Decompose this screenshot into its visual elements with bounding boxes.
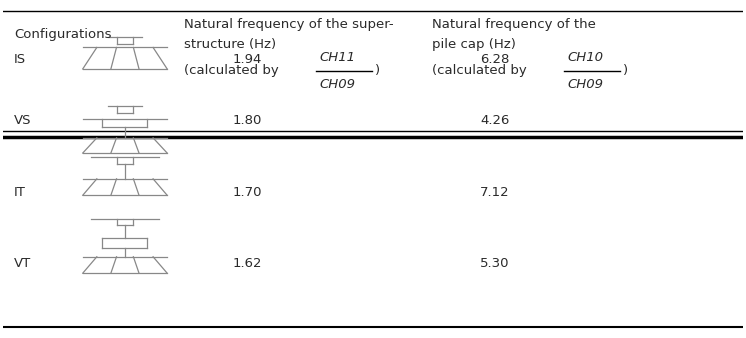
Text: (calculated by: (calculated by: [184, 65, 283, 77]
Text: 7.12: 7.12: [480, 186, 510, 199]
Text: ): ): [375, 65, 380, 77]
Text: CH10: CH10: [568, 51, 604, 64]
Text: IS: IS: [14, 53, 26, 66]
Text: (calculated by: (calculated by: [432, 65, 531, 77]
Text: IT: IT: [14, 186, 26, 199]
Text: CH09: CH09: [320, 78, 356, 91]
Text: 1.70: 1.70: [232, 186, 262, 199]
Text: 4.26: 4.26: [480, 114, 510, 127]
Text: 6.28: 6.28: [480, 53, 510, 66]
Text: CH11: CH11: [320, 51, 356, 64]
Text: Natural frequency of the super-: Natural frequency of the super-: [184, 18, 394, 31]
Text: Configurations: Configurations: [14, 28, 111, 41]
Text: Natural frequency of the: Natural frequency of the: [432, 18, 596, 31]
Text: pile cap (Hz): pile cap (Hz): [432, 38, 516, 51]
Text: ): ): [623, 65, 628, 77]
Text: structure (Hz): structure (Hz): [184, 38, 276, 51]
Text: 1.62: 1.62: [232, 257, 262, 270]
Text: 1.94: 1.94: [232, 53, 262, 66]
Text: CH09: CH09: [568, 78, 604, 91]
Text: 1.80: 1.80: [232, 114, 262, 127]
Text: 5.30: 5.30: [480, 257, 510, 270]
Text: VT: VT: [14, 257, 31, 270]
Text: VS: VS: [14, 114, 31, 127]
